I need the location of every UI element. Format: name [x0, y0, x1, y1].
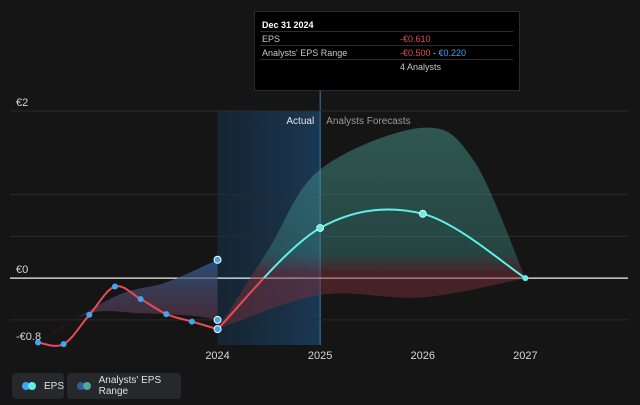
eps-actual-point-7 — [213, 325, 222, 334]
eps-actual-point-2 — [86, 311, 93, 318]
legend-eps[interactable]: EPS — [12, 373, 64, 399]
tooltip-range-low: -€0.500 — [400, 48, 431, 58]
tooltip-range-value: -€0.500 - €0.220 — [400, 48, 466, 58]
x-tick-label-2: 2026 — [411, 350, 435, 362]
tooltip-eps-row: EPS -€0.610 — [260, 31, 513, 46]
actual-eps-range-area — [38, 259, 218, 343]
eps-actual-point-0 — [35, 339, 41, 346]
y-tick-label-1: €0 — [16, 264, 28, 276]
legend-range-icon — [77, 381, 93, 391]
eps-range-marker-0 — [213, 255, 222, 264]
eps-actual-point-1 — [60, 341, 67, 348]
tooltip-eps-value: -€0.610 — [400, 34, 431, 44]
legend-range-label: Analysts' EPS Range — [98, 375, 162, 397]
actual-section-label: Actual — [286, 116, 314, 127]
eps-range-marker-1 — [213, 315, 222, 324]
legend-eps-icon — [22, 381, 38, 391]
tooltip-date: Dec 31 2024 — [262, 20, 314, 30]
x-tick-label-0: 2024 — [205, 350, 229, 362]
tooltip-range-label: Analysts' EPS Range — [262, 48, 348, 58]
legend-eps-range[interactable]: Analysts' EPS Range — [67, 373, 181, 399]
eps-forecast-point-0 — [316, 224, 325, 232]
tooltip-eps-label: EPS — [262, 34, 281, 44]
eps-actual-point-4 — [137, 296, 144, 303]
tooltip-range-separator: - — [430, 48, 439, 58]
eps-actual-point-5 — [163, 311, 170, 318]
tooltip-analysts: 4 Analysts — [400, 62, 442, 72]
legend-eps-label: EPS — [43, 380, 64, 392]
y-tick-label-2: -€0.8 — [16, 331, 41, 343]
forecast-section-label: Analysts Forecasts — [326, 116, 410, 127]
x-tick-label-1: 2025 — [308, 350, 332, 362]
eps-forecast-line-positive — [262, 208, 526, 279]
eps-forecast-point-end — [522, 275, 529, 282]
x-tick-label-3: 2027 — [513, 350, 537, 362]
tooltip-range-row: Analysts' EPS Range -€0.500 - €0.220 — [260, 45, 513, 60]
eps-actual-point-3 — [111, 283, 118, 290]
eps-forecast-point-1 — [418, 209, 427, 218]
forecast-eps-range-area — [217, 127, 526, 330]
tooltip-analysts-row: 4 Analysts — [260, 59, 513, 74]
eps-forecast-line-negative — [216, 278, 526, 330]
y-tick-label-0: €2 — [16, 97, 28, 109]
hover-tooltip: Dec 31 2024 EPS -€0.610 Analysts' EPS Ra… — [254, 11, 520, 91]
tooltip-range-high: €0.220 — [438, 48, 467, 58]
eps-actual-point-6 — [188, 318, 195, 325]
